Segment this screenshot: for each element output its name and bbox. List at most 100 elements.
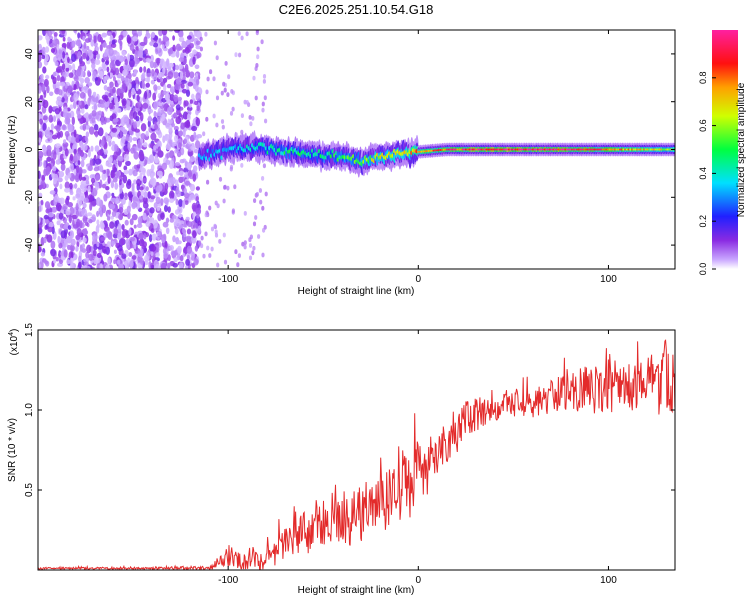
heatmap-ylabel: Frequency (Hz) xyxy=(7,116,18,185)
heatmap-noise-cell xyxy=(81,169,87,174)
heatmap-noise-cell xyxy=(95,158,102,165)
heatmap-noise-cell xyxy=(56,220,61,226)
heatmap-noise-cell xyxy=(64,130,70,138)
heatmap-noise-cell xyxy=(164,240,168,248)
colorbar-gradient xyxy=(712,30,738,269)
heatmap-noise-cell xyxy=(186,35,192,40)
heatmap-noise-cell xyxy=(254,95,258,101)
heatmap-noise-cell xyxy=(140,163,144,172)
heatmap-noise-cell xyxy=(169,119,173,124)
heatmap-noise-cell xyxy=(252,245,256,251)
heatmap-noise-cell xyxy=(123,153,130,162)
heatmap-noise-cell xyxy=(120,237,125,246)
heatmap-noise-cell xyxy=(146,169,151,177)
heatmap-noise-cell xyxy=(147,191,151,199)
heatmap-noise-cell xyxy=(64,175,69,181)
heatmap-noise-cell xyxy=(229,111,234,116)
heatmap-noise-cell xyxy=(194,100,199,106)
heatmap-noise-cell xyxy=(69,104,74,110)
heatmap-noise-cell xyxy=(140,123,147,132)
heatmap-noise-cell xyxy=(175,77,182,85)
heatmap-noise-cell xyxy=(73,92,78,102)
heatmap-noise-cell xyxy=(75,39,82,47)
heatmap-noise-cell xyxy=(151,233,157,241)
heatmap-noise-cell xyxy=(100,139,105,147)
heatmap-noise-cell xyxy=(59,153,65,161)
heatmap-noise-cell xyxy=(169,218,175,223)
heatmap-noise-cell xyxy=(67,36,71,43)
heatmap-noise-cell xyxy=(196,213,200,219)
heatmap-noise-cell xyxy=(137,49,144,58)
heatmap-noise-cell xyxy=(64,83,68,89)
heatmap-noise-cell xyxy=(177,96,183,101)
heatmap-noise-cell xyxy=(99,211,103,218)
heatmap-noise-cell xyxy=(143,232,147,240)
heatmap-noise-cell xyxy=(81,176,87,181)
heatmap-noise-cell xyxy=(73,129,77,138)
heatmap-noise-cell xyxy=(69,182,73,190)
heatmap-noise-cell xyxy=(162,66,166,75)
heatmap-noise-cell xyxy=(149,178,155,185)
heatmap-noise-cell xyxy=(113,76,116,82)
heatmap-noise-cell xyxy=(101,204,107,214)
heatmap-noise-cell xyxy=(111,113,117,120)
heatmap-noise-cell xyxy=(100,116,105,126)
heatmap-noise-cell xyxy=(240,35,244,41)
heatmap-noise-cell xyxy=(149,41,155,46)
heatmap-noise-cell xyxy=(191,125,198,132)
heatmap-noise-cell xyxy=(74,173,80,183)
heatmap-noise-cell xyxy=(62,36,66,42)
heatmap-noise-cell xyxy=(204,212,208,218)
heatmap-noise-cell xyxy=(216,262,220,268)
heatmap-noise-cell xyxy=(141,80,145,89)
heatmap-noise-cell xyxy=(67,244,71,250)
heatmap-noise-cell xyxy=(80,108,85,114)
snr-y-ticks: 0.5 1.0 1.5 xyxy=(24,323,675,497)
heatmap-noise-cell xyxy=(195,78,200,86)
heatmap-noise-cell xyxy=(38,246,42,253)
heatmap-noise-cell xyxy=(133,151,139,160)
heatmap-noise-cell xyxy=(133,179,137,185)
heatmap-noise-cell xyxy=(169,190,175,200)
heatmap-noise-cell xyxy=(46,85,50,94)
heatmap-noise-cell xyxy=(200,235,204,241)
heatmap-noise-cell xyxy=(51,206,57,213)
heatmap-noise-cell xyxy=(124,58,128,66)
heatmap-noise-cell xyxy=(84,104,89,110)
heatmap-noise-cell xyxy=(99,44,103,52)
heatmap-noise-cell xyxy=(169,176,176,185)
heatmap-noise-cell xyxy=(88,114,92,120)
heatmap-noise-cell xyxy=(55,82,62,87)
heatmap-noise-cell xyxy=(129,218,134,226)
heatmap-noise-cell xyxy=(108,102,114,110)
heatmap-noise-cell xyxy=(157,116,161,122)
heatmap-noise-cell xyxy=(73,148,77,156)
heatmap-noise-cell xyxy=(136,94,140,102)
heatmap-noise-cell xyxy=(38,227,43,235)
heatmap-noise-cell xyxy=(195,196,199,202)
heatmap-noise-cell xyxy=(133,241,137,250)
heatmap-noise-cell xyxy=(139,41,146,47)
heatmap-noise-cell xyxy=(101,32,107,38)
heatmap-noise-cell xyxy=(129,44,135,51)
heatmap-noise-cell xyxy=(106,135,111,142)
heatmap-noise-cell xyxy=(185,258,191,266)
heatmap-noise-cell xyxy=(52,72,57,77)
heatmap-noise-cell xyxy=(84,77,90,84)
heatmap-noise-cell xyxy=(81,143,88,151)
heatmap-noise-cell xyxy=(109,81,114,88)
heatmap-noise-cell xyxy=(41,83,46,93)
heatmap-noise-cell xyxy=(91,110,97,117)
heatmap-noise-cell xyxy=(122,30,128,37)
heatmap-noise-cell xyxy=(68,135,72,142)
heatmap-noise-cell xyxy=(78,255,82,264)
heatmap-noise-cell xyxy=(93,103,98,111)
heatmap-noise-cell xyxy=(38,215,41,225)
heatmap-noise-cell xyxy=(254,66,258,71)
heatmap-noise-cell xyxy=(222,232,226,238)
heatmap-noise-cell xyxy=(69,190,74,195)
heatmap-noise-cell xyxy=(223,185,227,190)
heatmap-noise-cell xyxy=(165,217,170,224)
heatmap-noise-cell xyxy=(164,182,169,191)
